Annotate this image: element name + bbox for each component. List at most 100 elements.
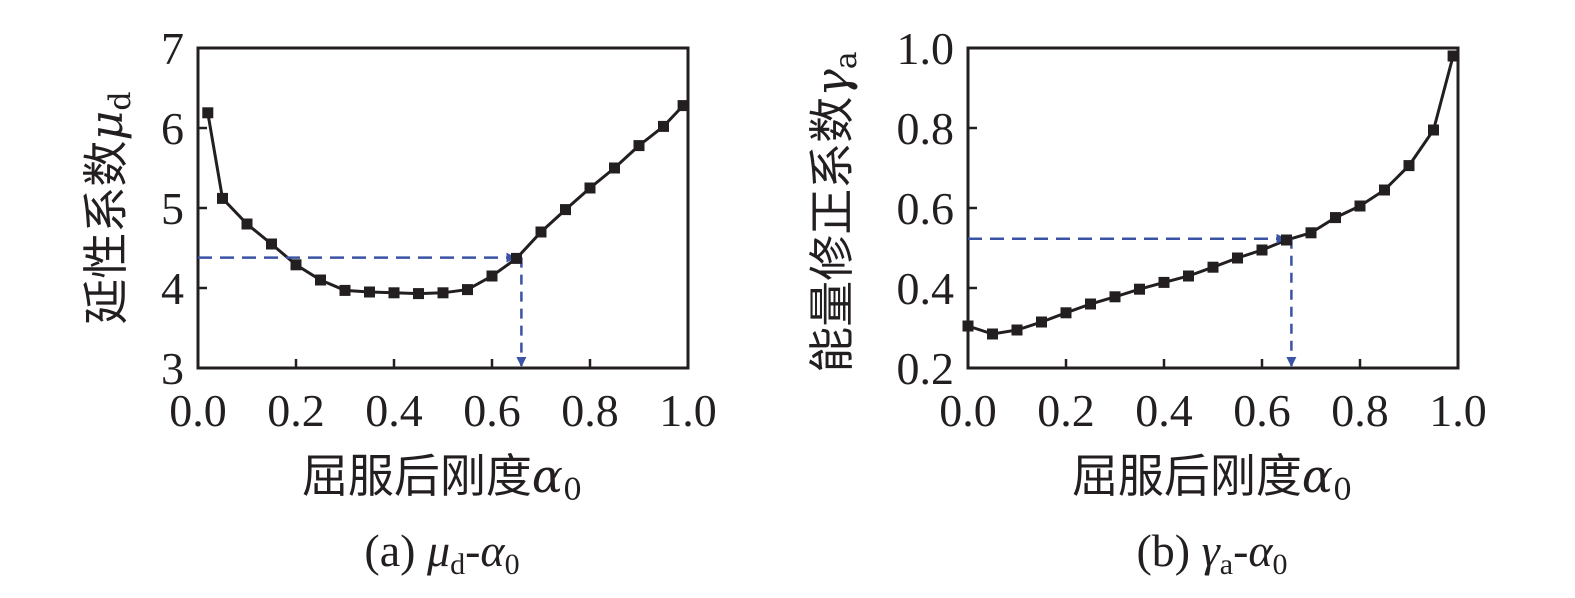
x-axis-label-subscript-b: 0 [1333,473,1352,508]
data-point-a [413,288,424,300]
data-point-a [486,270,498,282]
data-point-a [658,120,669,132]
data-point-b [1379,184,1390,196]
y-tick-label: 7 [161,23,184,74]
data-point-b [1232,252,1243,264]
caption-subscript2-b: 0 [1273,548,1288,581]
data-point-a [609,162,620,174]
data-point-a [241,218,253,230]
y-axis-label-text-b: 能量修正系数 [805,97,859,373]
x-axis-label-text-a: 屈服后刚度 [302,449,532,503]
x-tick-label: 0.0 [169,385,227,436]
data-point-b [962,320,974,332]
data-point-b [1134,283,1145,295]
y-tick-labels-b: 0.2 0.4 0.6 0.8 1.0 [897,23,955,394]
data-point-b [1403,160,1415,172]
y-tick-label: 0.8 [897,103,955,154]
data-point-b [1428,124,1439,136]
x-tick-label: 0.4 [365,385,423,436]
plot-frame-a [196,46,690,370]
data-point-a [339,284,351,296]
y-tick-label: 0.6 [897,183,955,234]
y-axis-label-text-a: 延性系数 [79,141,133,325]
data-point-a [633,140,645,152]
x-tick-label: 0.6 [463,385,521,436]
caption-a: (a) μd-α0 [364,525,519,581]
data-point-a [202,107,214,119]
caption-subscript-a: d [450,548,465,581]
y-tick-label: 0.2 [897,343,955,394]
plot-area-a [196,46,690,370]
x-tick-label: 0.2 [267,385,325,436]
data-point-b [1281,234,1292,246]
x-tick-label: 0.0 [939,385,997,436]
data-point-b [1158,276,1170,288]
y-tick-label: 4 [161,263,184,314]
y-axis-label-b: 能量修正系数γa [805,51,864,373]
caption-prefix-b: (b) [1136,525,1201,576]
plot-area-b [962,46,1460,370]
x-tick-label: 0.4 [1135,385,1193,436]
data-point-a [462,284,473,296]
x-axis-label-symbol-b: α [1302,449,1333,503]
data-point-a [266,238,277,250]
caption-prefix-a: (a) [364,525,427,576]
data-point-a [437,287,449,299]
y-tick-label: 3 [161,343,184,394]
caption-symbol2-b: α [1248,525,1273,576]
caption-symbol-b: γ [1202,525,1222,576]
data-point-b [1305,227,1317,239]
y-axis-label-subscript-b: a [829,51,864,69]
x-axis-label-b: 屈服后刚度α0 [1072,449,1352,508]
data-point-a [677,100,689,112]
y-tick-label: 1.0 [897,23,955,74]
x-axis-label-text-b: 屈服后刚度 [1072,449,1302,503]
x-tick-label: 0.2 [1037,385,1095,436]
x-tick-labels-b: 0.0 0.2 0.4 0.6 0.8 1.0 [939,385,1487,436]
data-point-b [1060,307,1072,319]
data-point-a [315,274,326,286]
caption-subscript2-a: 0 [505,548,520,581]
caption-dash-a: - [465,525,480,576]
data-point-b [1085,298,1096,310]
y-tick-label: 0.4 [897,263,955,314]
data-point-b [1183,270,1194,282]
caption-b: (b) γa-α0 [1136,525,1287,581]
y-axis-label-a: 延性系数μd [79,91,138,324]
data-point-a [535,226,547,238]
series-line-a [206,104,685,296]
data-point-b [1011,324,1023,336]
data-point-a [560,204,571,216]
x-axis-label-subscript-a: 0 [563,473,582,508]
y-axis-label-symbol-a: μ [79,111,133,141]
panel-b: 0.0 0.2 0.4 0.6 0.8 1.0 0.20.40.60.81.0 能量修正系… [805,23,1487,581]
caption-subscript-b: a [1220,548,1233,581]
data-point-b [1447,50,1459,62]
caption-symbol2-a: α [480,525,505,576]
y-tick-labels-a: 3 4 5 6 7 [161,23,184,394]
data-point-b [987,328,998,340]
caption-symbol-a: μ [426,525,450,576]
y-tick-label: 5 [161,183,184,234]
data-point-b [1256,244,1268,256]
y-axis-label-subscript-a: d [103,91,138,110]
caption-dash-b: - [1233,525,1248,576]
x-tick-label: 1.0 [1429,385,1487,436]
data-point-b [1207,261,1219,273]
data-point-b [1354,200,1366,212]
x-tick-label: 1.0 [659,385,717,436]
data-point-b [1109,291,1121,303]
x-tick-labels-a: 0.0 0.2 0.4 0.6 0.8 1.0 [169,385,717,436]
data-point-a [511,252,522,264]
data-point-b [1330,212,1341,224]
x-tick-label: 0.8 [1331,385,1389,436]
data-point-a [217,192,228,204]
y-axis-label-symbol-b: γ [805,69,859,97]
data-point-a [388,287,400,299]
data-point-a [584,182,596,194]
data-point-b [1036,316,1047,328]
x-axis-label-symbol-a: α [532,449,563,503]
x-axis-label-a: 屈服后刚度α0 [302,449,582,508]
